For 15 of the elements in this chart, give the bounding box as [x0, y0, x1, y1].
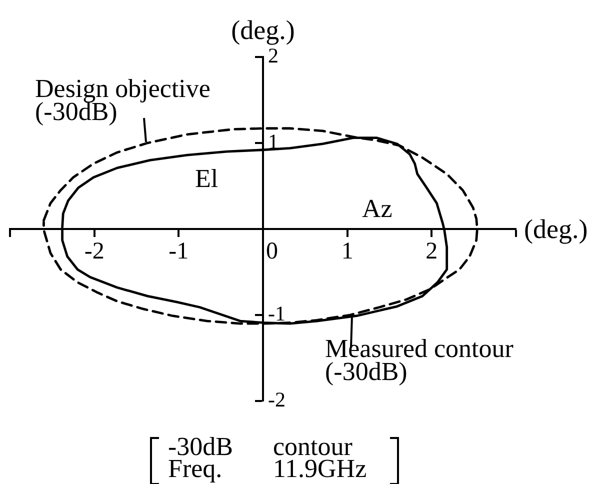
x-axis-title: (deg.) [524, 214, 588, 244]
series-label: Measured contour (-30dB) [325, 334, 514, 386]
annotation: El [195, 164, 218, 193]
series-label: Design objective (-30dB) [35, 74, 210, 126]
y-tick-label: 2 [268, 44, 278, 68]
x-tick-label: 2 [426, 238, 438, 265]
y-tick-label: -2 [268, 388, 286, 412]
x-tick-label: 1 [341, 238, 354, 265]
annotation: Az [362, 194, 392, 223]
x-tick-label: 0 [266, 238, 278, 265]
x-tick-label: -2 [84, 238, 104, 265]
y-tick-label: -1 [268, 302, 286, 326]
x-tick-label: -1 [168, 238, 189, 265]
y-axis-title: (deg.) [231, 15, 295, 45]
text: -30dB contour Freq. 11.9GHz [168, 432, 367, 483]
